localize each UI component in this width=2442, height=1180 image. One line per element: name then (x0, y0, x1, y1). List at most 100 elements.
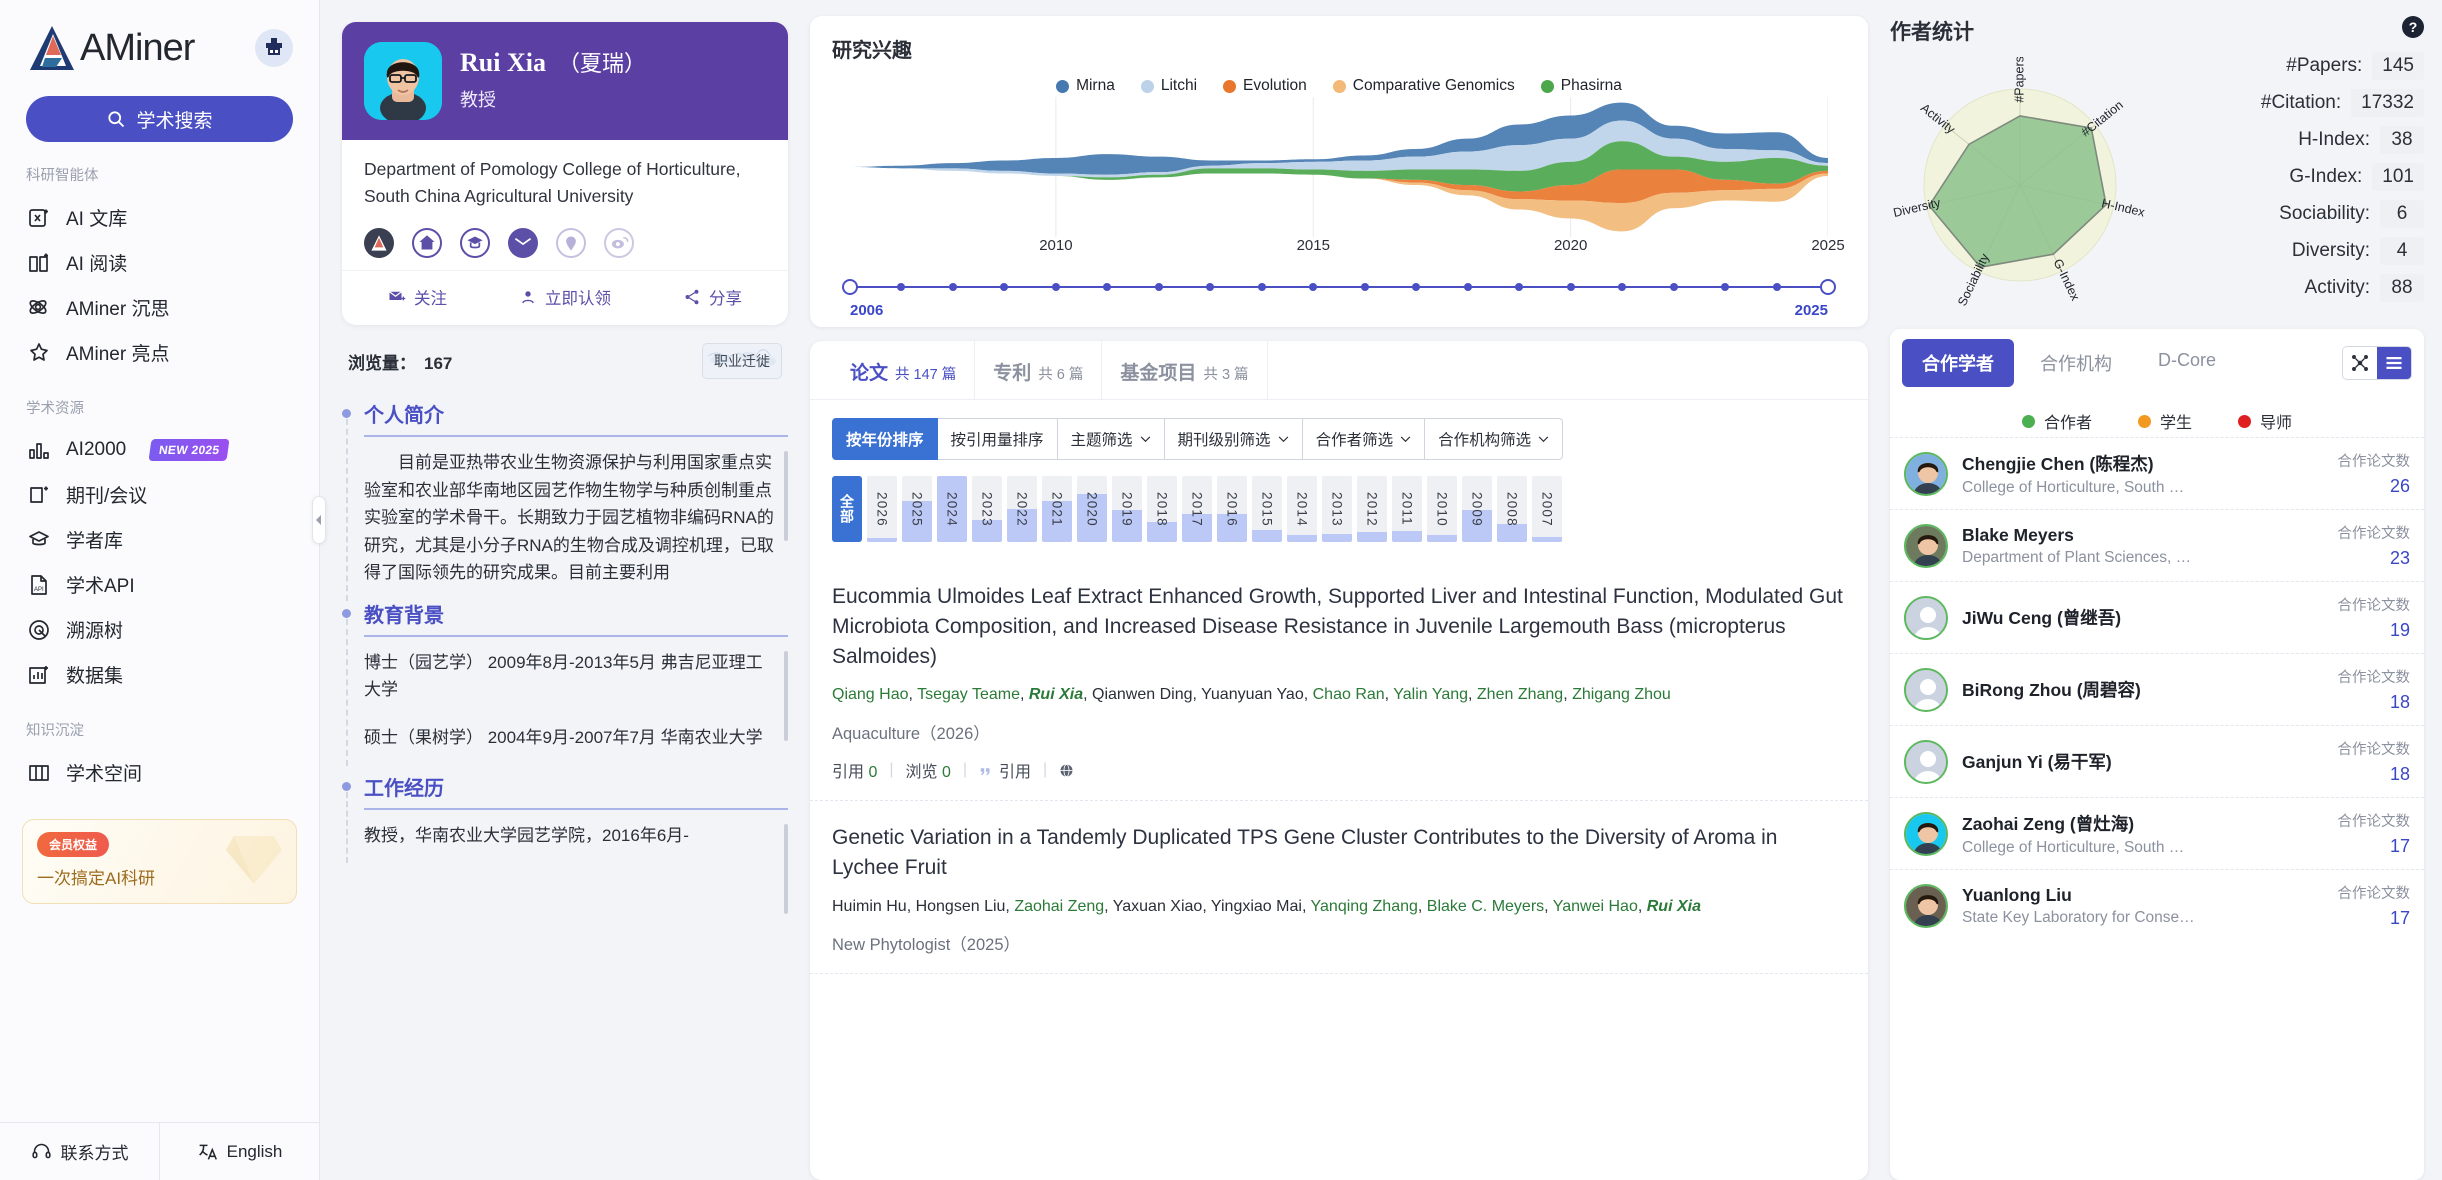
paper-title[interactable]: Eucommia Ulmoides Leaf Extract Enhanced … (832, 585, 1843, 668)
author-name[interactable]: Qianwen Ding (1092, 686, 1193, 704)
globe-link[interactable] (1059, 763, 1074, 778)
timeline-dot[interactable] (1051, 283, 1060, 291)
year-filter-2026[interactable]: 2026 (867, 476, 897, 542)
year-filter-all[interactable]: 全部 (832, 476, 862, 542)
claim-button[interactable]: 立即认领 (519, 285, 611, 309)
year-filter-2012[interactable]: 2012 (1357, 476, 1387, 542)
collaborator-row[interactable]: Zaohai Zeng (曾灶海) College of Horticulture… (1890, 797, 2424, 869)
aminer-icon[interactable] (364, 228, 394, 259)
author-name[interactable]: Yanwei Hao (1552, 897, 1638, 915)
author-name[interactable]: Yanqing Zhang (1310, 897, 1418, 915)
sidebar-item-academic-space[interactable]: 学术空间 (0, 750, 319, 795)
sidebar-item-ai-read[interactable]: AI 阅读 (0, 240, 319, 285)
tab-基金项目[interactable]: 基金项目共 3 篇 (1102, 341, 1268, 399)
year-filter-2015[interactable]: 2015 (1252, 476, 1282, 542)
graph-view-button[interactable] (2343, 347, 2377, 379)
year-filter-2008[interactable]: 2008 (1497, 476, 1527, 542)
collaborator-tab-合作学者[interactable]: 合作学者 (1902, 339, 2014, 387)
filter-合作者筛选[interactable]: 合作者筛选 (1302, 418, 1426, 460)
sidebar-item-journal[interactable]: 期刊/会议 (0, 472, 319, 517)
search-button[interactable]: 学术搜索 (26, 96, 293, 142)
legend-item[interactable]: Comparative Genomics (1332, 77, 1515, 95)
collaborator-row[interactable]: Ganjun Yi (易干军) 合作论文数 18 (1890, 725, 2424, 797)
email-icon[interactable] (508, 228, 538, 259)
timeline-dot[interactable] (1412, 283, 1421, 291)
section-scrollbar[interactable] (784, 451, 788, 542)
timeline-dot[interactable] (1206, 283, 1215, 291)
filter-合作机构筛选[interactable]: 合作机构筛选 (1425, 418, 1564, 460)
collaborator-row[interactable]: Chengjie Chen (陈程杰) College of Horticultu… (1890, 437, 2424, 509)
timeline-dot[interactable] (1103, 283, 1112, 291)
year-filter-2022[interactable]: 2022 (1007, 476, 1037, 542)
collaborator-row[interactable]: Blake Meyers Department of Plant Sciences… (1890, 509, 2424, 581)
legend-item[interactable]: Phasirna (1540, 77, 1622, 95)
follow-button[interactable]: 关注 (388, 285, 447, 309)
legend-item[interactable]: Mirna (1056, 77, 1115, 95)
author-name[interactable]: Hongsen Liu (915, 897, 1006, 915)
timeline-dot[interactable] (1669, 283, 1678, 291)
vip-promo-card[interactable]: 会员权益 一次搞定AI科研 (22, 819, 297, 904)
collaborator-tab-合作机构[interactable]: 合作机构 (2040, 354, 2112, 374)
share-button[interactable]: 分享 (683, 285, 742, 309)
career-migration-chip[interactable]: 职业迁徙 (702, 343, 782, 380)
year-filter-2014[interactable]: 2014 (1287, 476, 1317, 542)
paper-title[interactable]: Genetic Variation in a Tandemly Duplicat… (832, 826, 1778, 879)
tab-专利[interactable]: 专利共 6 篇 (975, 341, 1103, 399)
language-button[interactable]: English (160, 1123, 319, 1180)
timeline-dot[interactable] (1000, 283, 1009, 291)
author-name[interactable]: Yingxiao Mai (1210, 897, 1302, 915)
collaborator-row[interactable]: BiRong Zhou (周碧容) 合作论文数 18 (1890, 653, 2424, 725)
year-filter-2016[interactable]: 2016 (1217, 476, 1247, 542)
year-filter-2023[interactable]: 2023 (972, 476, 1002, 542)
collaborator-tab-D-Core[interactable]: D-Core (2158, 350, 2217, 370)
timeline-dot[interactable] (1721, 283, 1730, 291)
year-filter-2017[interactable]: 2017 (1182, 476, 1212, 542)
timeline-track[interactable] (842, 279, 1836, 295)
timeline-dot[interactable] (1463, 283, 1472, 291)
legend-item[interactable]: Evolution (1223, 77, 1307, 95)
year-filter-2007[interactable]: 2007 (1532, 476, 1562, 542)
weibo-icon[interactable] (604, 228, 634, 259)
legend-item[interactable]: Litchi (1140, 77, 1197, 95)
sidebar-item-bar-chart[interactable]: AI2000 NEW 2025 (0, 428, 319, 472)
year-filter-2013[interactable]: 2013 (1322, 476, 1352, 542)
homepage-icon[interactable] (412, 228, 442, 259)
timeline-dot[interactable] (1566, 283, 1575, 291)
timeline-dot[interactable] (948, 283, 957, 291)
author-name[interactable]: Zaohai Zeng (1014, 897, 1105, 915)
timeline-dot[interactable] (1360, 283, 1369, 291)
help-icon[interactable]: ? (2402, 16, 2424, 38)
year-filter-2009[interactable]: 2009 (1462, 476, 1492, 542)
timeline-dot[interactable] (1309, 283, 1318, 291)
year-filter-2021[interactable]: 2021 (1042, 476, 1072, 542)
author-name[interactable]: Yuanyuan Yao (1201, 686, 1304, 704)
contact-button[interactable]: 联系方式 (0, 1123, 160, 1180)
filter-主题筛选[interactable]: 主题筛选 (1057, 418, 1165, 460)
author-name[interactable]: Zhigang Zhou (1572, 686, 1671, 704)
collaborator-row[interactable]: Yuanlong Liu State Key Laboratory for Con… (1890, 869, 2424, 941)
filter-按年份排序[interactable]: 按年份排序 (832, 418, 938, 460)
timeline-dot[interactable] (1515, 283, 1524, 291)
author-name[interactable]: Rui Xia (1646, 897, 1701, 915)
location-icon[interactable] (556, 228, 586, 259)
year-filter-2024[interactable]: 2024 (937, 476, 967, 542)
author-name[interactable]: Chao Ran (1312, 686, 1385, 704)
author-name[interactable]: Yaxuan Xiao (1112, 897, 1203, 915)
avatar[interactable] (255, 29, 293, 67)
sidebar-collapse-handle[interactable] (312, 496, 326, 544)
timeline-dot[interactable] (897, 283, 906, 291)
author-name[interactable]: Tsegay Teame (917, 686, 1020, 704)
author-name[interactable]: Zhen Zhang (1476, 686, 1564, 704)
section-scrollbar[interactable] (784, 823, 788, 914)
author-name[interactable]: Yalin Yang (1393, 686, 1469, 704)
timeline-endpoint[interactable] (842, 279, 858, 295)
list-view-button[interactable] (2377, 347, 2411, 379)
scholar-icon[interactable] (460, 228, 490, 259)
sidebar-item-ai-library[interactable]: AI 文库 (0, 195, 319, 240)
sidebar-item-api-file[interactable]: API 学术API (0, 562, 319, 607)
filter-按引用量排序[interactable]: 按引用量排序 (937, 418, 1058, 460)
sidebar-item-sparkle-star[interactable]: AMiner 亮点 (0, 330, 319, 375)
year-filter-2019[interactable]: 2019 (1112, 476, 1142, 542)
sidebar-item-atom[interactable]: AMiner 沉思 (0, 285, 319, 330)
author-name[interactable]: Blake C. Meyers (1426, 897, 1545, 915)
